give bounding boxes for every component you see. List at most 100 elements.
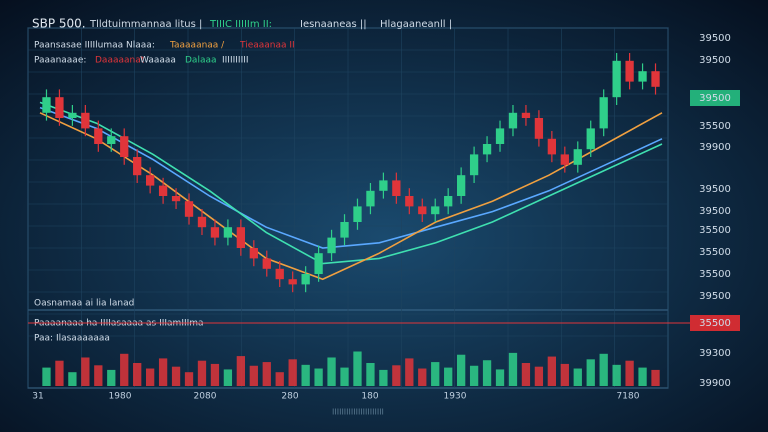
volume-bar: [197, 360, 207, 386]
candle-body: [288, 279, 297, 285]
volume-bar: [586, 359, 595, 386]
volume-bar: [521, 363, 531, 386]
footer: IIIIIIIIIIIIIIIIIIIIII: [332, 408, 384, 417]
y-axis-label: 39500: [699, 55, 731, 66]
candle-body: [625, 60, 634, 82]
legend-text: Waaaaa: [140, 56, 176, 66]
header-text: TIIIC IIIIIm II:: [209, 19, 272, 30]
candle-body: [262, 258, 271, 269]
volume-bar: [418, 368, 427, 386]
candle-body: [94, 128, 103, 144]
volume-bar: [431, 362, 440, 386]
candle-body: [469, 154, 479, 176]
volume-bar: [508, 352, 518, 386]
x-tick-label: 1930: [444, 392, 467, 402]
legend-text: IIIIIIIIII: [222, 56, 249, 66]
volume-bar: [314, 368, 323, 386]
candle-body: [366, 190, 375, 207]
volume-bar: [340, 367, 349, 386]
candle-body: [42, 97, 51, 113]
candle-body: [210, 227, 220, 238]
x-tick-label: 280: [281, 392, 298, 402]
volume-bar: [392, 365, 401, 386]
header-text: Iesnaaneas ||: [300, 19, 367, 30]
legend-text: Taaaaanaa /: [169, 41, 225, 51]
candle-body: [456, 175, 466, 196]
volume-bar: [184, 372, 194, 386]
candle-body: [145, 175, 155, 186]
volume-bar: [171, 366, 181, 386]
volume-bar: [547, 356, 557, 386]
legend-text: Paaanaaae:: [34, 56, 86, 66]
volume-bar: [599, 353, 608, 386]
candle-body: [599, 97, 608, 129]
header-text: Tlldtuimmannaa litus |: [89, 19, 202, 30]
y-axis-label: 35500: [699, 121, 731, 132]
ma-line: [39, 106, 663, 249]
candle-body: [68, 112, 77, 118]
volume-bar: [327, 357, 336, 386]
candle-body: [547, 138, 557, 155]
ma-line: [39, 112, 663, 281]
candle-body: [197, 216, 207, 228]
candle-body: [560, 154, 569, 165]
x-tick-label: 31: [32, 392, 43, 402]
candle-body: [521, 112, 531, 118]
volume-bar: [353, 351, 362, 386]
volume-bar: [638, 367, 647, 386]
volume-bar: [366, 363, 375, 386]
y-axis-label: 35500: [699, 318, 731, 329]
candle-body: [651, 71, 660, 87]
candle-body: [184, 201, 194, 217]
candle-body: [405, 196, 414, 207]
volume-bar: [158, 358, 168, 386]
candle-body: [171, 196, 181, 202]
price-badge: [690, 315, 740, 331]
legend-text: Paansasae IIIIlumaa Nlaaa:: [34, 41, 155, 51]
y-axis-label: 39500: [699, 206, 731, 217]
candle-body: [275, 268, 284, 280]
candle-body: [249, 248, 258, 259]
volume-bar: [236, 356, 246, 386]
candle-body: [223, 227, 233, 238]
candle-body: [379, 180, 388, 191]
volume-bar: [223, 369, 233, 386]
volume-bar: [55, 360, 64, 386]
volume-bar: [612, 364, 621, 386]
volume-bar: [42, 367, 51, 386]
candle-body: [638, 71, 647, 82]
header-text: Hlagaaneanll |: [380, 19, 452, 30]
volume-bar: [469, 365, 479, 386]
candle-body: [508, 112, 518, 129]
y-axis-label: 39900: [699, 142, 731, 153]
volume-bar: [249, 365, 258, 386]
candle-body: [573, 149, 582, 165]
candle-body: [612, 60, 621, 98]
volume-bar: [651, 369, 660, 386]
candle-body: [301, 274, 310, 285]
volume-bar: [495, 369, 505, 386]
candle-body: [482, 144, 492, 155]
volume-bar: [379, 369, 388, 386]
volume-bar: [573, 368, 582, 386]
candle-body: [340, 222, 349, 238]
panel-text: Oasnamaa ai lia lanad: [34, 299, 134, 309]
volume-bar: [81, 357, 90, 386]
volume-bar: [120, 353, 129, 386]
candle-body: [495, 128, 505, 144]
volume-bar: [288, 359, 297, 386]
candle-body: [120, 136, 129, 157]
y-axis-label: 35500: [699, 225, 731, 236]
y-axis-label: 39500: [699, 93, 731, 104]
candle-body: [418, 206, 427, 215]
candle-body: [236, 227, 246, 248]
volume-bar: [482, 360, 492, 386]
x-tick-label: 180: [361, 392, 378, 402]
candle-body: [158, 185, 168, 196]
volume-bar: [68, 372, 77, 386]
candle-body: [586, 128, 595, 150]
candle-body: [107, 136, 116, 144]
x-tick-label: 1980: [109, 392, 132, 402]
candle-body: [81, 112, 90, 129]
